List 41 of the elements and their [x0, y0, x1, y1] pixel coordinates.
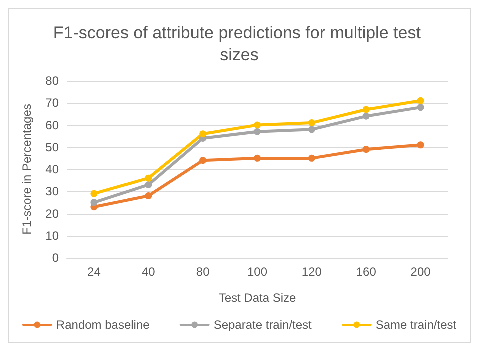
y-tick-label: 10 — [46, 228, 60, 243]
point — [254, 154, 261, 162]
y-tick-label: 60 — [46, 118, 60, 132]
point — [254, 122, 261, 129]
point — [417, 142, 424, 149]
point — [254, 128, 261, 136]
x-axis-title: Test Data Size — [218, 291, 297, 305]
point — [145, 174, 152, 182]
x-tick-label: 24 — [88, 265, 102, 279]
point — [362, 106, 370, 114]
x-tick-label: 200 — [410, 265, 432, 279]
x-tick-label: 120 — [302, 265, 322, 279]
x-tick-label: 100 — [247, 265, 268, 279]
legend-label: Separate train/test — [214, 318, 313, 332]
point — [145, 192, 152, 200]
y-tick-label: 70 — [46, 96, 60, 110]
point — [417, 104, 424, 112]
y-tick-label: 50 — [46, 140, 60, 154]
y-tick-label: 30 — [46, 184, 60, 199]
point — [417, 97, 424, 104]
y-tick-label: 20 — [46, 206, 60, 221]
point — [200, 130, 207, 138]
point — [145, 181, 152, 188]
y-tick-label: 40 — [46, 162, 60, 176]
y-axis-title: F1-score in Percentages — [20, 104, 34, 235]
x-tick-label: 80 — [196, 265, 210, 279]
legend-label: Random baseline — [56, 318, 150, 332]
chart-title: F1-scores of attribute predictions for multiple test sizes — [53, 24, 426, 64]
x-tick-label: 40 — [142, 265, 156, 279]
point — [308, 154, 316, 162]
point — [362, 112, 370, 120]
y-tick-label: 0 — [52, 251, 60, 265]
point — [308, 120, 316, 127]
point — [308, 126, 316, 134]
point — [362, 146, 370, 154]
point — [90, 199, 98, 206]
x-tick-label: 160 — [356, 265, 377, 279]
point — [200, 157, 207, 164]
y-tick-label: 80 — [46, 74, 60, 88]
legend-label: Same train/test — [376, 318, 458, 332]
point — [90, 190, 98, 198]
